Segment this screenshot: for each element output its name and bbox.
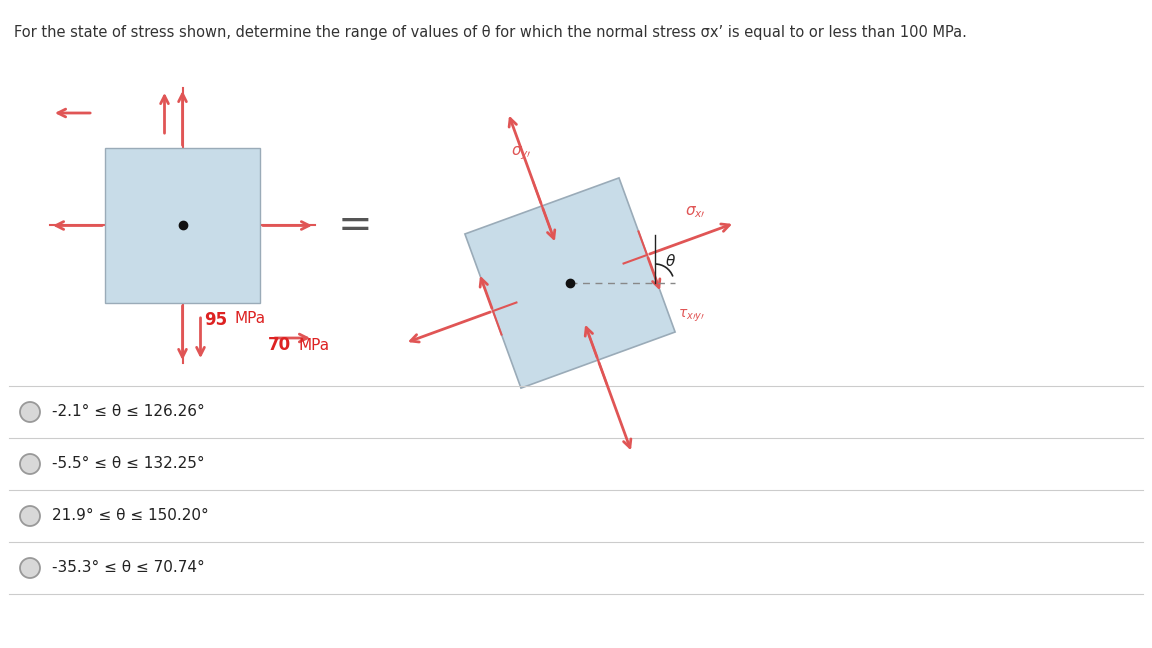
Text: 21.9° ≤ θ ≤ 150.20°: 21.9° ≤ θ ≤ 150.20° (52, 509, 209, 524)
Bar (105, 148, 260, 303)
Circle shape (20, 506, 40, 526)
Text: =: = (338, 205, 372, 246)
Text: -35.3° ≤ θ ≤ 70.74°: -35.3° ≤ θ ≤ 70.74° (52, 561, 205, 575)
Text: MPa: MPa (235, 311, 266, 326)
Text: $\sigma_{x\prime}$: $\sigma_{x\prime}$ (685, 205, 706, 220)
Circle shape (20, 454, 40, 474)
Text: MPa: MPa (298, 338, 329, 353)
Text: $\tau_{x\prime y\prime}$: $\tau_{x\prime y\prime}$ (677, 308, 705, 324)
Text: $\sigma_{y\prime}$: $\sigma_{y\prime}$ (511, 145, 532, 162)
Polygon shape (465, 178, 675, 388)
Text: -5.5° ≤ θ ≤ 132.25°: -5.5° ≤ θ ≤ 132.25° (52, 456, 205, 472)
Text: For the state of stress shown, determine the range of values of θ for which the : For the state of stress shown, determine… (14, 25, 967, 40)
Text: $\theta$: $\theta$ (665, 253, 676, 269)
Circle shape (20, 558, 40, 578)
Text: -2.1° ≤ θ ≤ 126.26°: -2.1° ≤ θ ≤ 126.26° (52, 404, 205, 419)
Text: 70: 70 (268, 336, 291, 354)
Text: 95: 95 (205, 311, 228, 329)
Circle shape (20, 402, 40, 422)
